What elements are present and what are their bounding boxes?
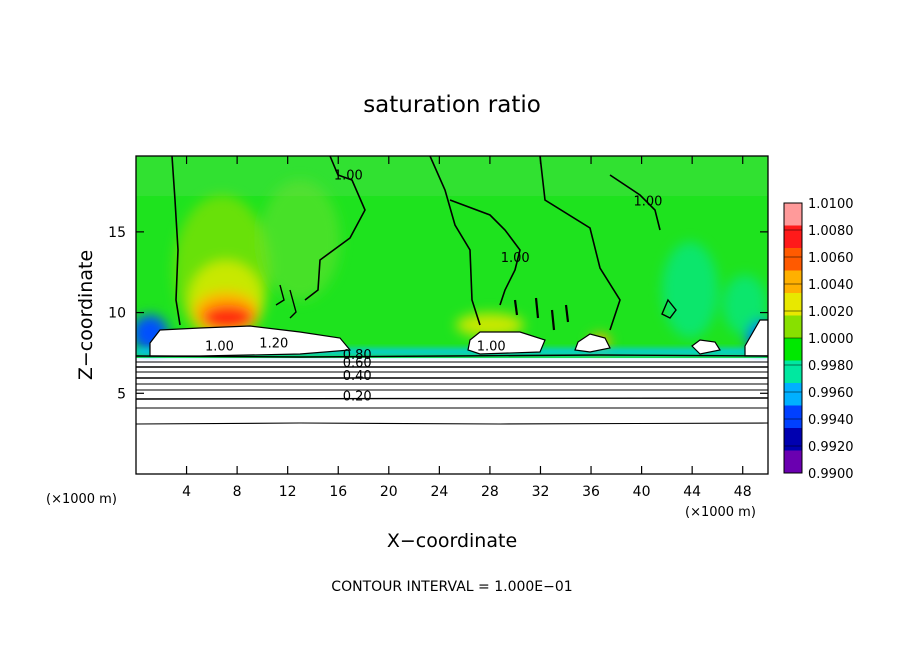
- x-tick-label: 12: [279, 484, 297, 500]
- chart-title: saturation ratio: [363, 92, 541, 118]
- contour-labels: 1.00 1.00 1.00 1.00 1.20 1.00 0.800.600.40 0.20: [205, 169, 662, 405]
- contour-line: [136, 354, 768, 358]
- heatmap-blob: [202, 305, 254, 331]
- colorbar-label: 0.9900: [808, 467, 854, 482]
- x-tick-label: 24: [430, 484, 448, 500]
- contour-line: [449, 199, 521, 306]
- plot-frame: [135, 155, 769, 475]
- contour-interval-note: CONTOUR INTERVAL = 1.000E−01: [331, 579, 572, 595]
- x-tick-label: 4: [182, 484, 191, 500]
- x-tick-label: 16: [329, 484, 347, 500]
- colorbar-swatch: [784, 225, 802, 249]
- contour-line: [539, 156, 621, 331]
- x-tick-label: 8: [233, 484, 242, 500]
- cloud-region: [467, 331, 546, 355]
- colorbar-label: 0.9940: [808, 413, 854, 428]
- colorbar-label: 0.9980: [808, 359, 854, 374]
- x-axis: 4 8 12 16 20 24 28 32 36 40 44 48: [182, 156, 752, 500]
- contour-line: [609, 174, 661, 231]
- colorbar-swatch: [784, 270, 802, 294]
- x-unit-right: (×1000 m): [685, 505, 756, 520]
- x-tick-label: 28: [481, 484, 499, 500]
- contour-label: 0.60: [343, 356, 372, 371]
- colorbar-swatch: [784, 203, 802, 226]
- x-tick-label: 20: [380, 484, 398, 500]
- colorbar-label: 0.9920: [808, 440, 854, 455]
- colorbar-swatch: [784, 383, 802, 406]
- colorbar-swatch: [784, 315, 802, 339]
- x-tick-label: 48: [734, 484, 752, 500]
- x-tick-label: 36: [582, 484, 600, 500]
- colorbar-swatch: [784, 248, 802, 271]
- contour-line: [534, 297, 540, 319]
- colorbar-swatch: [784, 338, 802, 361]
- colorbar-label: 1.0020: [808, 305, 854, 320]
- contour-line: [550, 309, 556, 331]
- y-axis-label: Z−coordinate: [75, 250, 97, 380]
- cloud-region: [574, 333, 611, 353]
- contour-label: 1.00: [501, 251, 530, 266]
- colorbar: 1.0100 1.0080 1.0060 1.0040 1.0020 1.0000 0.99…: [783, 197, 854, 482]
- contour-line: [171, 156, 181, 326]
- cloud-region: [744, 319, 768, 357]
- colorbar-label: 1.0100: [808, 197, 854, 212]
- x-unit-left: (×1000 m): [46, 492, 117, 507]
- colorbar-label: 1.0060: [808, 251, 854, 266]
- colorbar-swatch: [784, 360, 802, 384]
- contour-line: [304, 156, 366, 301]
- y-axis: 5 10 15: [108, 225, 768, 402]
- contour-line: [136, 422, 768, 425]
- colorbar-label: 1.0040: [808, 278, 854, 293]
- contour-line: [289, 289, 297, 319]
- contour-label: 1.00: [477, 340, 506, 355]
- contour-lines: [136, 156, 768, 425]
- heatmap-blob: [662, 242, 718, 338]
- contour-label: 0.80: [343, 348, 372, 363]
- heatmap-blob: [723, 275, 767, 335]
- colorbar-swatch: [784, 450, 802, 474]
- contour-label: 0.40: [343, 369, 372, 384]
- contour-line: [429, 156, 481, 326]
- contour-label: 1.00: [334, 169, 363, 184]
- colorbar-swatch: [784, 428, 802, 451]
- contour-line: [513, 299, 519, 316]
- y-tick-label: 5: [117, 386, 126, 402]
- colorbar-label: 1.0000: [808, 332, 854, 347]
- contour-label: 0.20: [343, 390, 372, 405]
- contour-label: 1.20: [259, 336, 288, 351]
- colorbar-label: 0.9960: [808, 386, 854, 401]
- x-tick-label: 32: [532, 484, 550, 500]
- cloud-region: [691, 339, 721, 355]
- contour-line: [136, 397, 768, 400]
- heatmap-blob: [456, 313, 524, 337]
- contour-line: [564, 304, 570, 323]
- colorbar-swatch: [784, 293, 802, 316]
- contour-line: [275, 284, 285, 306]
- contour-label: 1.00: [205, 340, 234, 355]
- heatmap-blob: [260, 180, 340, 300]
- colorbar-label: 1.0080: [808, 224, 854, 239]
- x-tick-label: 40: [633, 484, 651, 500]
- x-axis-label: X−coordinate: [387, 530, 517, 552]
- x-tick-label: 44: [683, 484, 701, 500]
- colorbar-swatch: [784, 405, 802, 429]
- contour-line: [661, 298, 677, 319]
- y-tick-label: 15: [108, 225, 126, 241]
- heatmap-dry-edge: [136, 348, 768, 356]
- contour-label: 1.00: [633, 194, 662, 209]
- heatmap-upper-band: [136, 156, 768, 196]
- y-tick-label: 10: [108, 306, 126, 322]
- heatmap-field: [136, 156, 768, 474]
